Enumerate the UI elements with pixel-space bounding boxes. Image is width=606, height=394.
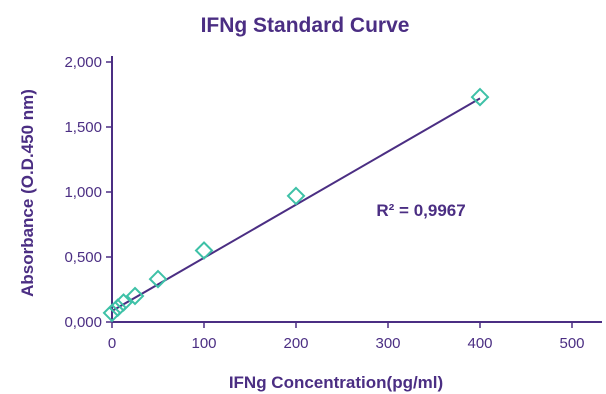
data-point bbox=[114, 293, 133, 312]
x-tick-label: 200 bbox=[283, 335, 308, 352]
data-point bbox=[148, 269, 168, 289]
y-tick-label: 0,000 bbox=[64, 314, 102, 331]
data-point bbox=[194, 241, 214, 260]
data-point bbox=[470, 87, 490, 107]
x-tick-label: 300 bbox=[375, 335, 400, 352]
y-tick-label: 1,000 bbox=[64, 184, 102, 201]
x-axis-label: IFNg Concentration(pg/ml) bbox=[229, 373, 443, 392]
axes bbox=[111, 56, 602, 323]
y-tick-label: 2,000 bbox=[64, 54, 102, 71]
y-tick-label: 1,500 bbox=[64, 119, 102, 136]
data-point bbox=[286, 186, 306, 206]
data-point bbox=[108, 298, 128, 318]
x-tick-label: 400 bbox=[467, 335, 492, 352]
x-tick-label: 100 bbox=[191, 335, 216, 352]
x-tick-label: 0 bbox=[108, 335, 116, 352]
ticks: 0 100 200 300 400 500 0,000 0,500 1,000 1,500 2,00… bbox=[64, 54, 584, 352]
data-point bbox=[102, 303, 122, 323]
data-points bbox=[102, 87, 490, 323]
x-tick-label: 500 bbox=[559, 335, 584, 352]
r-squared-annotation: R² = 0,9967 bbox=[376, 201, 465, 220]
chart-title: IFNg Standard Curve bbox=[201, 14, 410, 37]
y-tick-label: 0,500 bbox=[64, 249, 102, 266]
data-point bbox=[125, 286, 145, 306]
y-axis-label: Absorbance (O.D.450 nm) bbox=[18, 89, 37, 297]
